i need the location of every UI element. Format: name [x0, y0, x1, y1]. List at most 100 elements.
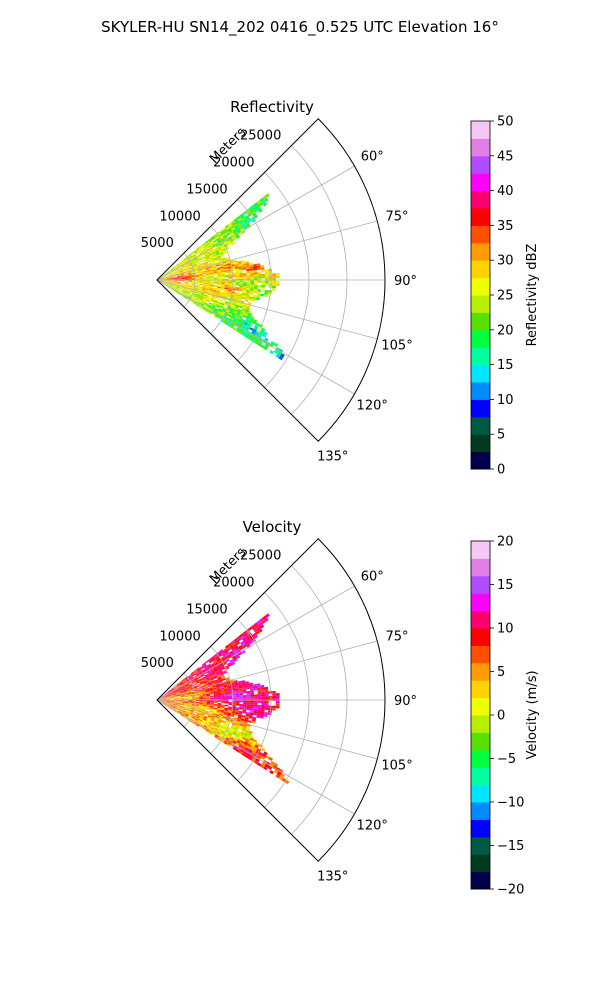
echo-cell [233, 658, 238, 663]
echo-cell [244, 640, 249, 645]
echo-cell [213, 667, 218, 671]
echo-cell [234, 712, 239, 715]
echo-cell [189, 676, 193, 680]
echo-cell [272, 690, 276, 694]
echo-cell [183, 708, 188, 710]
echo-cell [177, 275, 181, 277]
echo-cell [199, 262, 204, 265]
echo-cell [205, 687, 210, 689]
echo-cell [254, 702, 258, 705]
echo-cell [182, 268, 187, 271]
echo-cell [241, 260, 245, 263]
echo-cell [166, 701, 171, 703]
echo-cell [197, 721, 201, 725]
echo-cell [238, 232, 243, 236]
echo-cell [195, 693, 199, 695]
echo-cell [240, 641, 245, 645]
colorbar-tick-label: −10 [497, 796, 524, 811]
echo-cell [271, 708, 276, 711]
echo-cell [171, 287, 176, 290]
echo-cell [184, 696, 189, 698]
echo-cell [180, 691, 184, 694]
colorbar-label: Reflectivity dBZ [525, 244, 540, 347]
echo-cell [250, 216, 255, 221]
echo-cell [214, 734, 219, 738]
echo-cell [213, 695, 218, 697]
echo-cell [195, 694, 200, 696]
echo-cell [184, 263, 189, 267]
echo-cell [216, 710, 221, 713]
echo-cell [213, 696, 218, 699]
echo-cell [192, 294, 197, 297]
echo-cell [207, 724, 212, 728]
echo-cell [228, 284, 233, 287]
echo-cell [249, 710, 254, 713]
echo-cell [222, 259, 227, 263]
echo-cell [256, 683, 261, 686]
echo-cell [189, 300, 194, 303]
echo-cell [181, 702, 185, 704]
echo-cell [180, 273, 185, 275]
echo-cell [203, 671, 208, 675]
echo-cell [172, 273, 177, 275]
echo-cell [195, 701, 200, 703]
echo-cell [272, 698, 277, 701]
echo-cell [178, 688, 183, 691]
azimuth-tick-label: 75° [386, 210, 409, 225]
echo-cell [192, 715, 196, 718]
echo-cell [182, 711, 186, 714]
echo-cell [264, 703, 269, 706]
colorbar-segment [471, 364, 490, 383]
range-tick-label: 25000 [240, 549, 281, 564]
echo-cell [256, 263, 261, 266]
echo-cell [167, 270, 172, 273]
echo-cell [184, 702, 189, 704]
echo-cell [223, 291, 228, 294]
echo-cell [226, 743, 231, 747]
echo-cell [184, 281, 189, 283]
echo-cell [210, 680, 215, 683]
echo-cell [205, 688, 210, 691]
echo-cell [233, 317, 239, 321]
echo-cell [241, 325, 246, 330]
echo-cell [241, 308, 246, 312]
echo-cell [213, 301, 218, 305]
echo-cell [200, 712, 205, 715]
echo-cell [188, 702, 192, 704]
echo-field [158, 613, 290, 785]
echo-cell [199, 275, 203, 277]
echo-cell [260, 687, 265, 690]
echo-cell [206, 258, 211, 261]
echo-cell [172, 691, 176, 694]
echo-cell [162, 695, 166, 698]
echo-cell [177, 701, 182, 703]
echo-cell [184, 694, 189, 696]
echo-cell [208, 254, 213, 258]
echo-cell [193, 266, 198, 269]
echo-cell [188, 278, 193, 279]
echo-cell [242, 689, 247, 692]
echo-cell [175, 288, 180, 290]
echo-cell [272, 278, 277, 281]
echo-cell [245, 291, 250, 295]
echo-cell [226, 654, 232, 658]
echo-cell [214, 299, 219, 302]
echo-cell [231, 641, 236, 646]
echo-cell [237, 318, 242, 323]
echo-cell [198, 249, 202, 253]
echo-cell [188, 284, 192, 286]
echo-cell [240, 731, 245, 736]
echo-cell [224, 688, 228, 691]
echo-cell [260, 711, 265, 715]
echo-cell [186, 711, 190, 714]
echo-cell [203, 297, 207, 300]
echo-cell [217, 276, 222, 278]
echo-cell [202, 694, 207, 696]
echo-cell [244, 299, 249, 302]
echo-cell [253, 202, 259, 207]
echo-cell [173, 284, 177, 287]
echo-cell [202, 719, 207, 723]
echo-cell [228, 703, 233, 706]
echo-cell [264, 707, 269, 711]
echo-cell [169, 702, 174, 704]
